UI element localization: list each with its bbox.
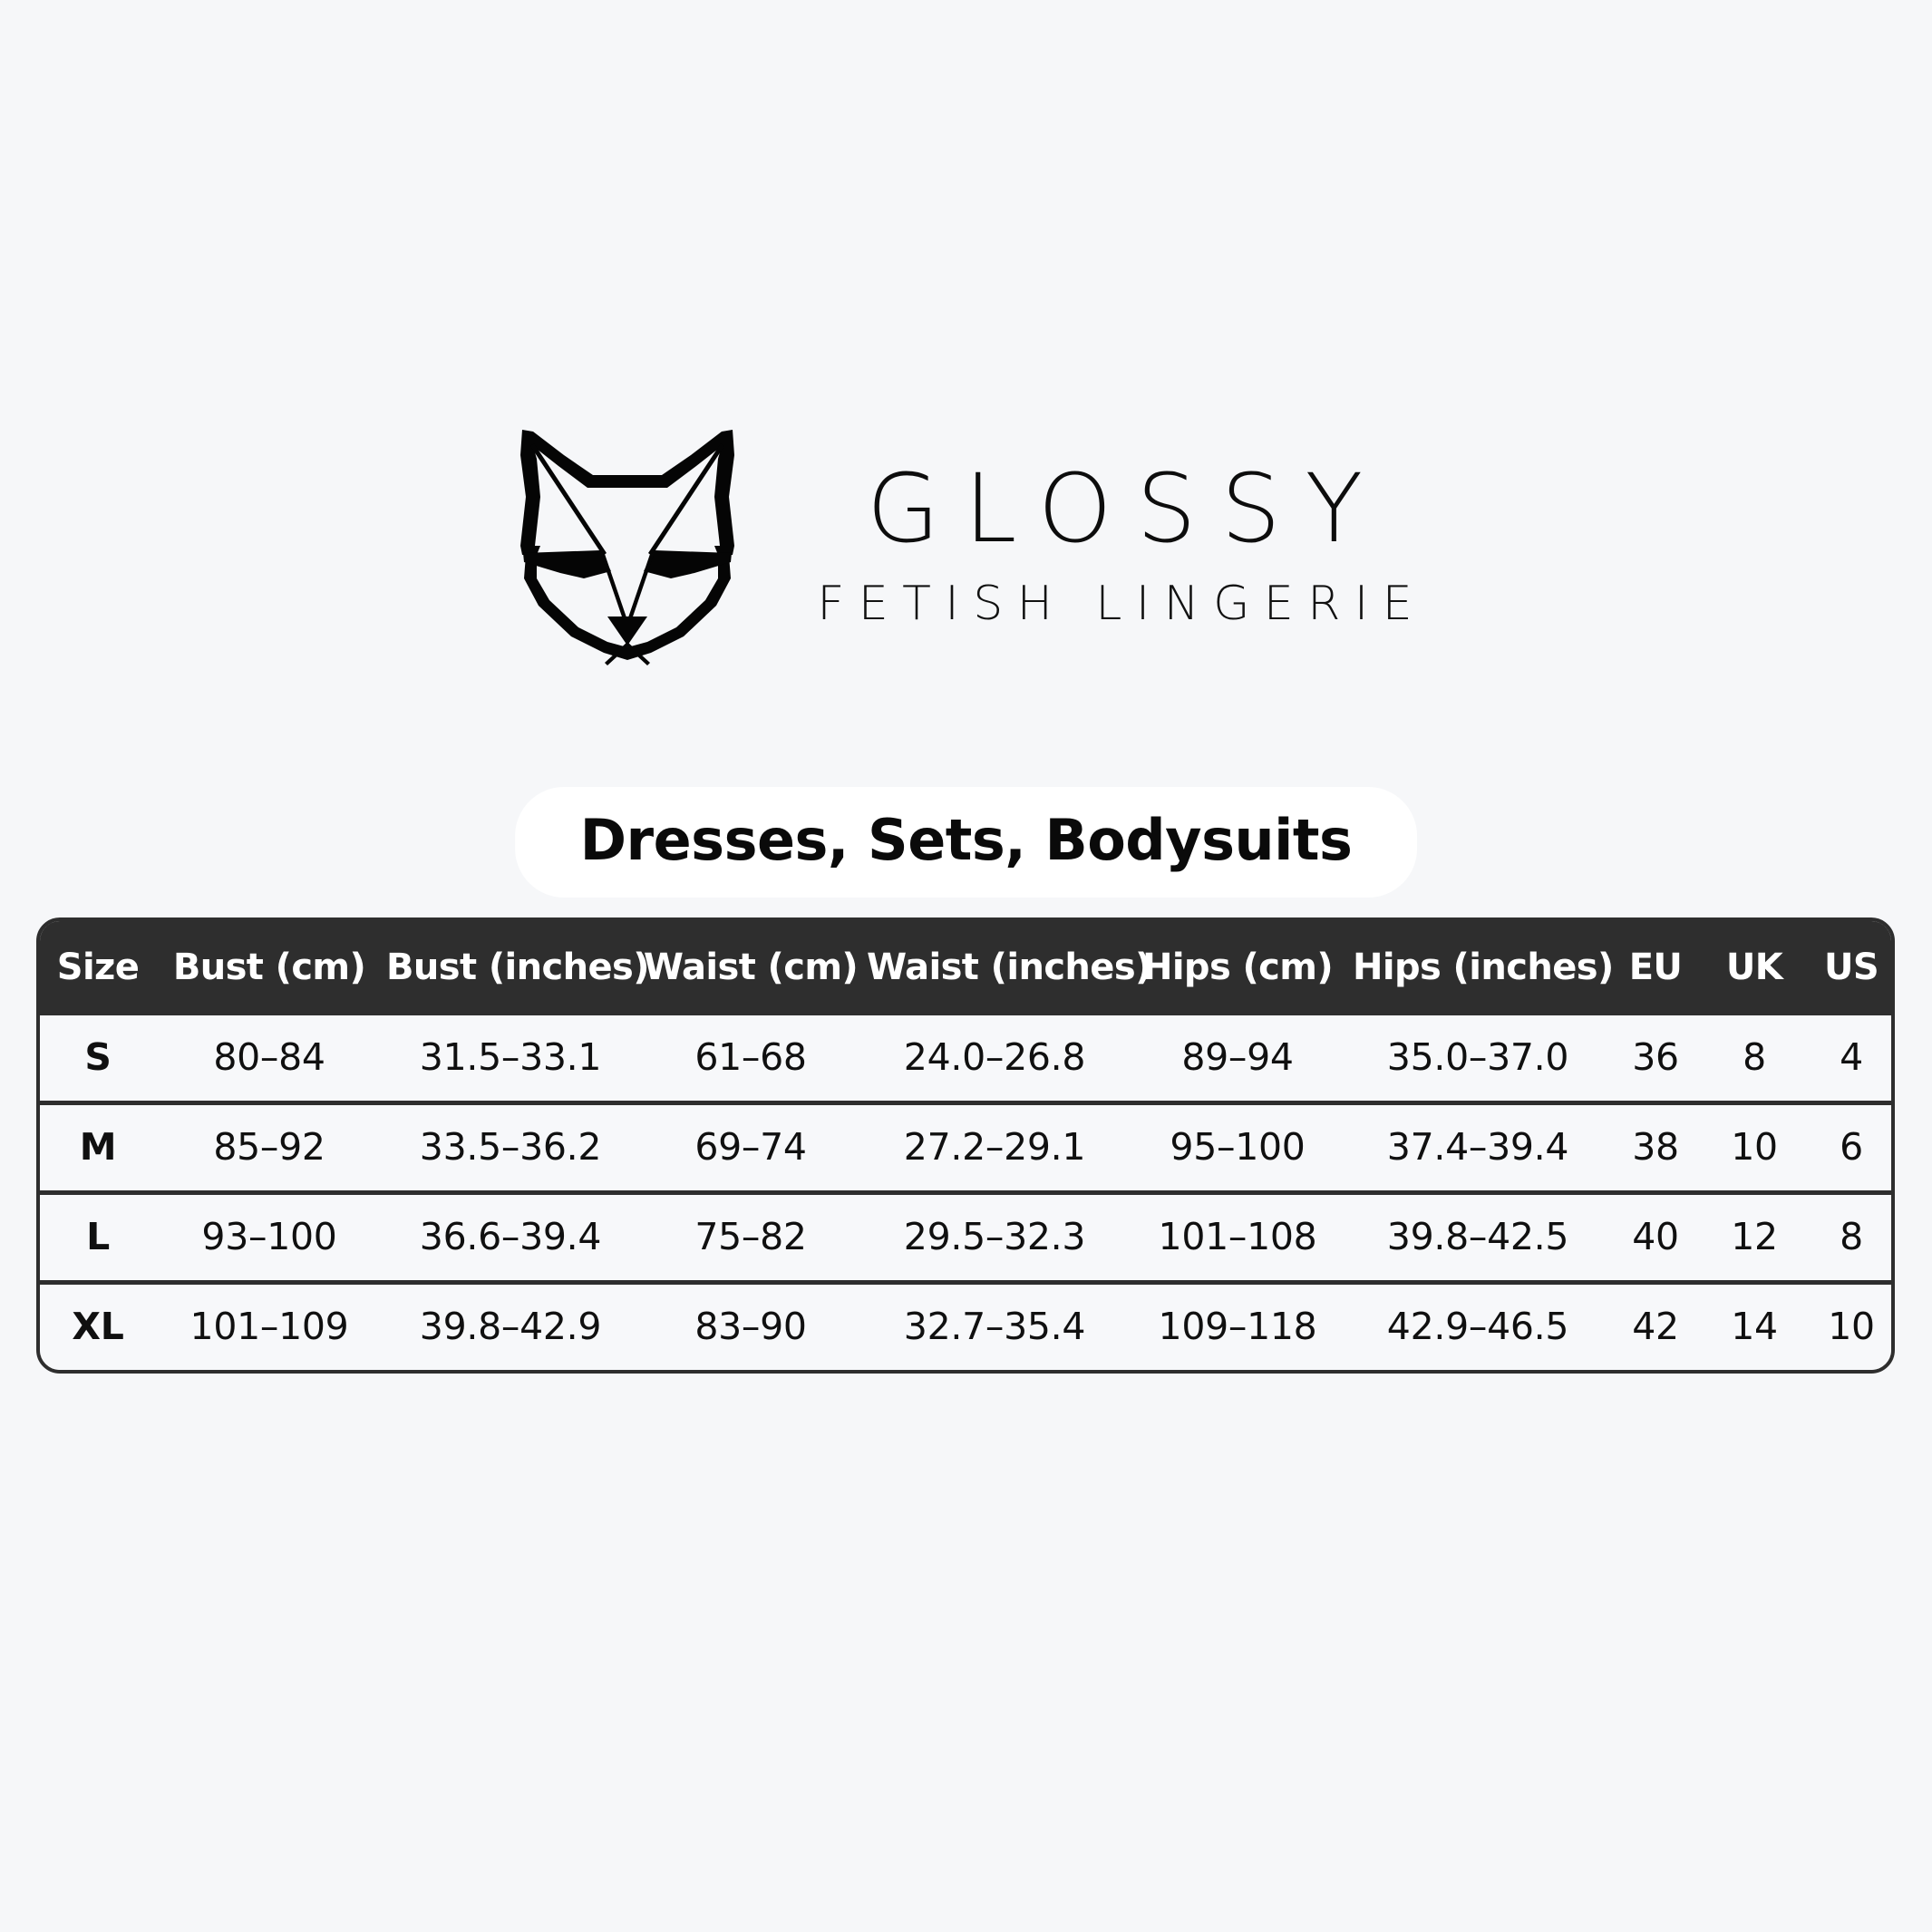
- cell-size: S: [84, 1035, 112, 1079]
- cell-waist-inches: 29.5–32.3: [863, 1190, 1126, 1283]
- cell-bust-inches: 31.5–33.1: [419, 1035, 602, 1079]
- cell-waist-cm: 75–82: [638, 1190, 863, 1283]
- cell-waist-cm: 83–90: [638, 1280, 863, 1370]
- cell-us: 6: [1804, 1101, 1891, 1193]
- column-header-hips-cm: Hips (cm): [1141, 947, 1334, 988]
- cell-uk: 8: [1743, 1035, 1766, 1079]
- column-header-waist-cm: Waist (cm): [643, 947, 859, 988]
- cell-hips-inches: 39.8–42.5: [1349, 1190, 1607, 1283]
- cell-us: 4: [1840, 1035, 1863, 1079]
- cell-uk: 12: [1704, 1190, 1804, 1283]
- column-header-bust-inches: Bust (inches): [386, 947, 650, 988]
- cell-waist-inches: 32.7–35.4: [863, 1280, 1126, 1370]
- cell-waist-inches: 24.0–26.8: [903, 1035, 1086, 1079]
- chart-title-pill: Dresses, Sets, Bodysuits: [514, 787, 1418, 898]
- cell-bust-cm: 80–84: [213, 1035, 325, 1079]
- cell-us: 10: [1804, 1280, 1891, 1370]
- size-chart-table-container: Size Bust (cm) Bust (inches) Waist (cm) …: [36, 917, 1895, 1374]
- cell-waist-cm: 69–74: [638, 1101, 863, 1193]
- table-row: XL 101–109 39.8–42.9 83–90 32.7–35.4 109…: [40, 1280, 1891, 1370]
- cell-bust-cm: 93–100: [156, 1190, 383, 1283]
- column-header-eu: EU: [1628, 947, 1683, 988]
- cell-waist-cm: 61–68: [694, 1035, 807, 1079]
- cell-waist-inches: 27.2–29.1: [863, 1101, 1126, 1193]
- page-title: Dresses, Sets, Bodysuits: [579, 807, 1353, 873]
- brand-wordmark: GLOSSY FETISH LINGERIE: [803, 452, 1426, 633]
- cell-size: XL: [40, 1280, 156, 1370]
- cell-uk: 10: [1704, 1101, 1804, 1193]
- table-row: L 93–100 36.6–39.4 75–82 29.5–32.3 101–1…: [40, 1190, 1891, 1283]
- table-row: M 85–92 33.5–36.2 69–74 27.2–29.1 95–100…: [40, 1101, 1891, 1193]
- cell-size: M: [40, 1101, 156, 1193]
- cell-hips-cm: 95–100: [1126, 1101, 1349, 1193]
- cell-uk: 14: [1704, 1280, 1804, 1370]
- cell-eu: 42: [1607, 1280, 1704, 1370]
- table-row: S 80–84 31.5–33.1 61–68 24.0–26.8 89–94 …: [40, 1015, 1891, 1103]
- column-header-hips-inches: Hips (inches): [1353, 947, 1614, 988]
- column-header-waist-inches: Waist (inches): [867, 947, 1151, 988]
- cell-eu: 38: [1607, 1101, 1704, 1193]
- fox-head-icon: [506, 419, 749, 665]
- column-header-uk: UK: [1725, 947, 1783, 988]
- cell-eu: 40: [1607, 1190, 1704, 1283]
- cell-bust-inches: 39.8–42.9: [383, 1280, 638, 1370]
- size-chart-table: Size Bust (cm) Bust (inches) Waist (cm) …: [40, 921, 1891, 1370]
- column-header-us: US: [1823, 947, 1879, 988]
- column-header-bust-cm: Bust (cm): [172, 947, 366, 988]
- table-header-row: Size Bust (cm) Bust (inches) Waist (cm) …: [40, 921, 1891, 1015]
- cell-bust-cm: 101–109: [156, 1280, 383, 1370]
- cell-hips-cm: 89–94: [1181, 1035, 1294, 1079]
- cell-bust-inches: 36.6–39.4: [383, 1190, 638, 1283]
- cell-hips-inches: 37.4–39.4: [1349, 1101, 1607, 1193]
- table-body: S 80–84 31.5–33.1 61–68 24.0–26.8 89–94 …: [40, 1015, 1891, 1370]
- cell-hips-inches: 42.9–46.5: [1349, 1280, 1607, 1370]
- brand-tagline: FETISH LINGERIE: [817, 576, 1427, 631]
- cell-eu: 36: [1632, 1035, 1679, 1079]
- cell-size: L: [40, 1190, 156, 1283]
- cell-bust-inches: 33.5–36.2: [383, 1101, 638, 1193]
- column-header-size: Size: [56, 947, 140, 988]
- cell-hips-cm: 101–108: [1126, 1190, 1349, 1283]
- cell-bust-cm: 85–92: [156, 1101, 383, 1193]
- table-header: Size Bust (cm) Bust (inches) Waist (cm) …: [40, 921, 1891, 1015]
- brand-logo: GLOSSY FETISH LINGERIE: [0, 419, 1932, 665]
- cell-us: 8: [1804, 1190, 1891, 1283]
- cell-hips-cm: 109–118: [1126, 1280, 1349, 1370]
- brand-name: GLOSSY: [866, 452, 1388, 564]
- cell-hips-inches: 35.0–37.0: [1386, 1035, 1569, 1079]
